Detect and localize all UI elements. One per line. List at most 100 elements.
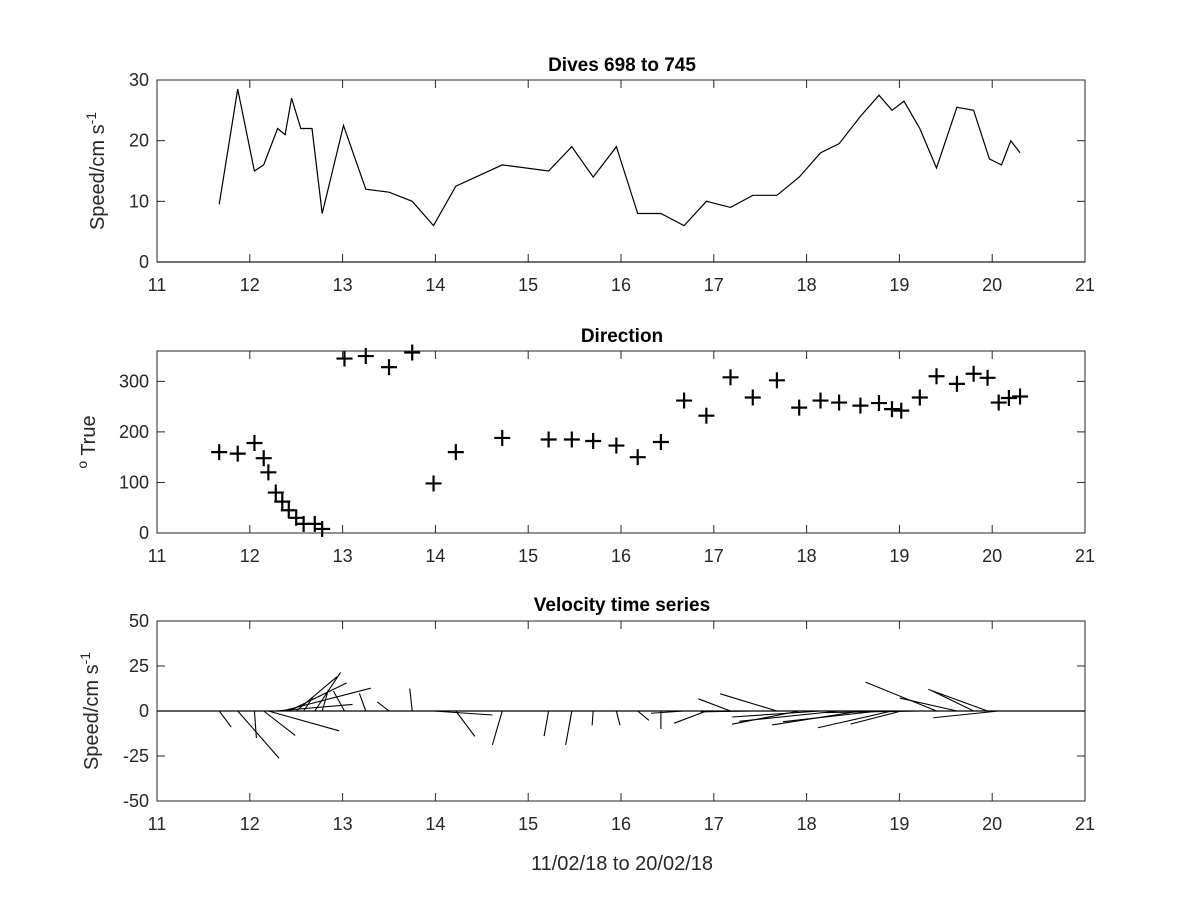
direction-point (211, 444, 228, 461)
x-tick-label: 16 (611, 814, 631, 834)
direction-point (812, 392, 829, 409)
y-tick-label: 10 (129, 191, 149, 211)
velocity-stick (933, 710, 999, 719)
velocity-stick (650, 710, 685, 714)
velocity-stick (303, 696, 314, 712)
speed-series-line (218, 88, 1021, 227)
direction-point (246, 435, 263, 452)
velocity-stick (732, 710, 821, 718)
velocity-stick (376, 701, 390, 712)
direction-point (722, 369, 739, 386)
y-tick-label: 100 (119, 472, 149, 492)
direction-panel: Direction oTrue 11 12 13 14 15 16 17 18 19 20 2101… (74, 326, 1095, 566)
velocity-stick (637, 710, 650, 721)
direction-point (267, 484, 284, 501)
speed-panel-plot-area (157, 88, 1085, 263)
direction-point (831, 394, 848, 411)
x-tick-label: 20 (982, 275, 1002, 295)
direction-point (852, 397, 869, 414)
x-tick-label: 14 (425, 546, 445, 566)
x-tick-label: 18 (797, 546, 817, 566)
x-tick-label: 12 (240, 814, 260, 834)
velocity-stick (433, 710, 493, 716)
velocity-stick (674, 710, 707, 724)
y-tick-label: 50 (129, 611, 149, 631)
direction-point (447, 444, 464, 461)
y-tick-label: 300 (119, 371, 149, 391)
x-tick-label: 18 (797, 275, 817, 295)
speed-panel-y-axis-label: Speed/cm s-1 (83, 112, 109, 230)
velocity-stick (253, 710, 257, 739)
direction-point (629, 449, 646, 466)
x-tick-label: 13 (333, 546, 353, 566)
y-tick-label: 30 (129, 70, 149, 90)
direction-point (911, 389, 928, 406)
velocity-stick (931, 690, 974, 712)
direction-point (948, 375, 965, 392)
velocity-stick (455, 710, 476, 737)
velocity-panel-title: Velocity time series (534, 595, 710, 616)
velocity-stick (321, 689, 329, 712)
direction-point (357, 348, 374, 365)
x-tick-label: 11 (148, 546, 167, 566)
speed-panel-axes-box (156, 79, 1086, 263)
velocity-stick (825, 710, 920, 714)
speed-panel-title: Dives 698 to 745 (548, 55, 696, 76)
direction-point (585, 432, 602, 449)
x-tick-label: 15 (518, 814, 538, 834)
y-tick-label: 200 (119, 422, 149, 442)
speed-panel: Dives 698 to 745 Speed/cm s-1 11 12 13 14 15… (83, 55, 1095, 295)
x-tick-label: 19 (889, 546, 909, 566)
velocity-stick (332, 690, 345, 712)
x-tick-label: 17 (704, 546, 724, 566)
velocity-stick (218, 710, 232, 728)
x-tick-label: 16 (611, 275, 631, 295)
x-tick-label: 19 (889, 814, 909, 834)
velocity-stick (739, 710, 840, 722)
direction-point (744, 389, 761, 406)
velocity-stick (928, 688, 988, 712)
x-tick-label: 20 (982, 814, 1002, 834)
velocity-stick (899, 697, 958, 712)
direction-point (425, 475, 442, 492)
direction-point (255, 450, 272, 467)
direction-point (1012, 388, 1029, 405)
x-tick-label: 16 (611, 546, 631, 566)
velocity-stick (358, 693, 367, 712)
velocity-stick (591, 710, 594, 726)
direction-panel-plot-area (211, 344, 1029, 537)
x-tick-label: 14 (425, 814, 445, 834)
direction-point (494, 429, 511, 446)
direction-point (274, 493, 291, 510)
y-tick-label: 0 (139, 523, 149, 543)
x-tick-label: 11 (148, 814, 167, 834)
velocity-panel-ticks: 11 12 13 14 15 16 17 18 19 20 21 -50 -25 0 25 50 (123, 611, 1095, 834)
velocity-panel-axes-box (156, 620, 1086, 802)
direction-point (336, 350, 353, 367)
x-tick-label: 13 (333, 814, 353, 834)
velocity-stick (720, 693, 778, 712)
velocity-stick (237, 710, 280, 759)
x-tick-label: 18 (797, 814, 817, 834)
direction-point (791, 399, 808, 416)
direction-panel-ticks: 11 12 13 14 15 16 17 18 19 20 21 0 100 200 300 (119, 351, 1095, 566)
direction-point (260, 464, 277, 481)
velocity-stick (783, 710, 880, 723)
y-tick-label: 20 (129, 131, 149, 151)
x-tick-label: 14 (425, 275, 445, 295)
direction-panel-y-axis-label: oTrue (74, 415, 100, 468)
velocity-stick (491, 710, 503, 746)
y-tick-label: 0 (139, 252, 149, 272)
direction-point (563, 431, 580, 448)
direction-point (229, 445, 246, 462)
direction-point (928, 368, 945, 385)
direction-point (990, 394, 1007, 411)
direction-point (883, 401, 900, 418)
direction-point (698, 407, 715, 424)
x-tick-label: 19 (889, 275, 909, 295)
velocity-stick (700, 710, 753, 713)
direction-point (979, 369, 996, 386)
x-tick-label: 20 (982, 546, 1002, 566)
direction-point (893, 402, 910, 419)
